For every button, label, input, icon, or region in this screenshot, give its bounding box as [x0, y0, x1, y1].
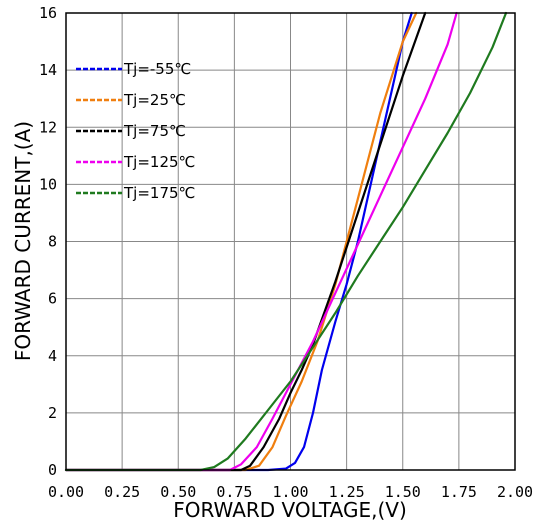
- x-tick-label: 1.50: [385, 483, 421, 501]
- y-tick-label: 10: [39, 175, 57, 193]
- y-tick-label: 12: [39, 118, 57, 136]
- series-line-4: [64, 11, 508, 472]
- series-line-2: [64, 11, 427, 472]
- y-tick-label: 16: [39, 4, 57, 22]
- y-tick-label: 8: [48, 233, 57, 251]
- x-tick-label: 0.25: [104, 483, 140, 501]
- series-lines: [64, 11, 508, 472]
- x-tick-label: 1.75: [441, 483, 477, 501]
- series-line-3: [64, 11, 458, 472]
- series-line-1: [64, 11, 418, 472]
- legend-label: Tj=75℃: [123, 122, 186, 140]
- legend-label: Tj=-55℃: [123, 60, 191, 78]
- legend: Tj=-55℃ Tj=25℃ Tj=75℃ Tj=125℃ Tj=175℃: [76, 60, 195, 202]
- y-tick-labels: 0 2 4 6 8 10 12 14 16: [39, 4, 57, 479]
- legend-label: Tj=125℃: [123, 153, 195, 171]
- y-tick-label: 4: [48, 347, 57, 365]
- y-axis-title: FORWARD CURRENT,(A): [11, 121, 35, 361]
- y-tick-label: 0: [48, 461, 57, 479]
- y-tick-label: 14: [39, 61, 57, 79]
- plot-frame: [65, 12, 516, 471]
- x-tick-label: 0.00: [48, 483, 84, 501]
- y-tick-label: 6: [48, 290, 57, 308]
- y-tick-label: 2: [48, 404, 57, 422]
- x-tick-labels: 0.00 0.25 0.50 0.75 1.00 1.25 1.50 1.75 2.00: [48, 483, 533, 501]
- legend-label: Tj=25℃: [123, 91, 186, 109]
- x-tick-label: 2.00: [497, 483, 533, 501]
- x-tick-label: 0.50: [160, 483, 196, 501]
- x-tick-label: 0.75: [216, 483, 252, 501]
- legend-label: Tj=175℃: [123, 184, 195, 202]
- x-axis-title: FORWARD VOLTAGE,(V): [173, 498, 407, 522]
- x-tick-label: 1.00: [272, 483, 308, 501]
- x-tick-label: 1.25: [329, 483, 365, 501]
